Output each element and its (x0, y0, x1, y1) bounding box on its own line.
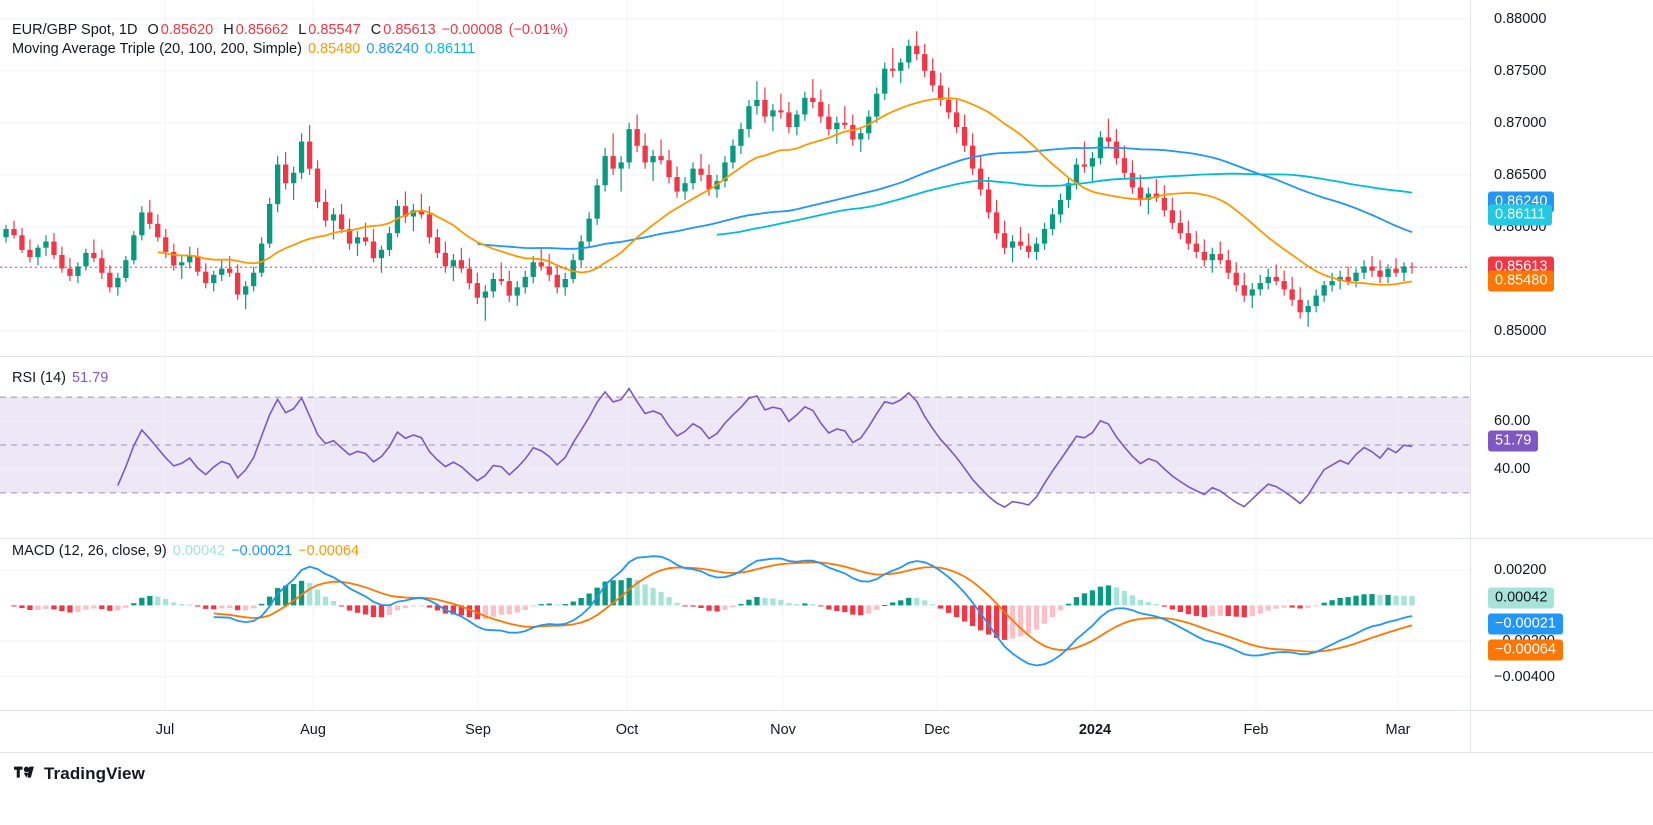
pane-divider[interactable] (0, 356, 1653, 357)
footer: TradingView (0, 752, 1653, 825)
axis-separator (1470, 356, 1471, 538)
axis-separator (1470, 0, 1471, 356)
time-tick-label: Sep (465, 722, 491, 738)
price-tick-label: 0.88000 (1494, 10, 1547, 27)
axis-separator (1470, 538, 1471, 710)
macd-tick-label: 0.00200 (1494, 561, 1547, 578)
plot-rsi-svg (0, 356, 1470, 538)
time-tick-label: Aug (300, 722, 326, 738)
time-tick-label: Nov (770, 722, 796, 738)
price-tick-label: 0.86500 (1494, 166, 1547, 183)
macd-line-value: −0.00021 (231, 543, 293, 559)
ohlc-high: 0.85662 (235, 22, 289, 38)
ohlc-open: 0.85620 (160, 22, 214, 38)
macd-plot[interactable] (0, 538, 1470, 710)
rsi-legend: RSI (14) 51.79 (12, 370, 110, 386)
rsi-title: RSI (14) (12, 370, 66, 386)
price-tick-label: 0.85000 (1494, 323, 1547, 340)
tradingview-wordmark: TradingView (44, 764, 145, 783)
rsi-tick-label: 60.00 (1494, 413, 1531, 430)
ohlc-low: 0.85547 (308, 22, 361, 38)
plot-macd-svg (0, 538, 1470, 710)
axis-separator (1470, 710, 1471, 752)
macd-value-tag[interactable]: 0.00042 (1488, 587, 1555, 609)
ohlc-c-label: C (366, 22, 382, 38)
macd-value-tag[interactable]: −0.00021 (1488, 613, 1563, 635)
price-tick-label: 0.87500 (1494, 62, 1547, 79)
time-tick-label: Dec (924, 722, 950, 738)
price-tag[interactable]: 0.85480 (1488, 270, 1555, 292)
time-axis-divider (0, 710, 1653, 711)
ohlc-change-pct: (−0.01%) (508, 22, 568, 38)
rsi-pane[interactable]: 60.00 40.00 51.79 (0, 356, 1653, 538)
macd-signal-value: −0.00064 (298, 543, 360, 559)
macd-axis[interactable]: 0.00200−0.00200−0.004000.00042−0.00021−0… (1470, 538, 1653, 710)
rsi-value-tag[interactable]: 51.79 (1488, 430, 1539, 452)
macd-title: MACD (12, 26, close, 9) (12, 543, 167, 559)
macd-pane[interactable]: 0.00200−0.00200−0.004000.00042−0.00021−0… (0, 538, 1653, 710)
ma-title: Moving Average Triple (20, 100, 200, Sim… (12, 41, 302, 57)
time-tick-label: Mar (1385, 722, 1411, 738)
rsi-value: 51.79 (72, 370, 109, 386)
time-axis[interactable]: Jul Aug Sep Oct Nov Dec 2024 Feb Mar (0, 710, 1653, 752)
ma-legend: Moving Average Triple (20, 100, 200, Sim… (12, 41, 477, 57)
ohlc-h-label: H (219, 22, 234, 38)
macd-value-tag[interactable]: −0.00064 (1488, 639, 1563, 661)
time-tick-label: 2024 (1078, 722, 1112, 738)
tradingview-mark-icon (14, 766, 34, 778)
rsi-plot[interactable] (0, 356, 1470, 538)
rsi-tick-label: 40.00 (1494, 460, 1531, 477)
ohlc-change: −0.00008 (441, 22, 503, 38)
ohlc-l-label: L (294, 22, 307, 38)
price-tick-label: 0.87000 (1494, 114, 1547, 131)
macd-legend: MACD (12, 26, close, 9) 0.00042 −0.00021… (12, 543, 361, 559)
pane-divider[interactable] (0, 538, 1653, 539)
ma100-value: 0.86240 (366, 41, 419, 57)
symbol-title: EUR/GBP Spot, 1D (12, 22, 138, 38)
rsi-axis[interactable]: 60.00 40.00 51.79 (1470, 356, 1653, 538)
ma200-value: 0.86111 (424, 41, 476, 57)
ma20-value: 0.85480 (307, 41, 361, 57)
ohlc-close: 0.85613 (383, 22, 436, 38)
macd-hist-value: 0.00042 (172, 543, 226, 559)
price-legend: EUR/GBP Spot, 1D O 0.85620 H 0.85662 L 0.85… (12, 22, 570, 38)
ohlc-o-label: O (143, 22, 159, 38)
time-tick-label: Jul (155, 722, 175, 738)
price-axis[interactable]: 0.88000 0.87500 0.87000 0.86500 0.86000 0.850… (1470, 0, 1653, 356)
time-tick-label: Feb (1243, 722, 1269, 738)
price-plot[interactable] (0, 0, 1470, 356)
plot-price-svg (0, 0, 1470, 356)
footer-divider (0, 752, 1653, 753)
time-tick-label: Oct (615, 722, 639, 738)
macd-tick-label: −0.00400 (1494, 668, 1555, 685)
price-tag[interactable]: 0.86111 (1488, 204, 1553, 226)
tradingview-logo[interactable]: TradingView (14, 764, 145, 784)
price-pane[interactable]: 0.88000 0.87500 0.87000 0.86500 0.86000 0.850… (0, 0, 1653, 356)
